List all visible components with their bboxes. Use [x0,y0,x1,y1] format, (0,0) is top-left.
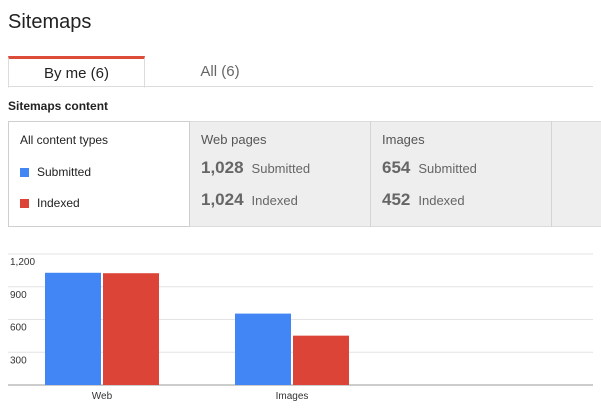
y-tick-label: 1,200 [10,257,35,268]
y-tick-label: 600 [10,323,27,334]
web-submitted-stat: 1,028 Submitted [201,158,310,178]
filter-web-pages[interactable]: Web pages 1,028 Submitted 1,024 Indexed [190,121,370,227]
filter-all-heading: All content types [20,133,109,147]
images-submitted-value: 654 [382,158,411,177]
web-indexed-label: Indexed [251,193,298,208]
images-submitted-stat: 654 Submitted [382,158,477,178]
legend-submitted: Submitted [20,165,91,179]
web-submitted-label: Submitted [251,161,311,176]
images-indexed-stat: 452 Indexed [382,190,465,210]
images-submitted-label: Submitted [418,161,477,176]
filter-images[interactable]: Images 654 Submitted 452 Indexed [371,121,551,227]
sitemaps-chart: 300 600 900 1,200 Web Images [8,240,601,411]
bar-submitted-web [45,272,101,385]
y-tick-label: 900 [10,290,27,301]
filter-divider [370,121,371,227]
bar-submitted-images [235,313,291,385]
filter-divider [551,121,552,227]
legend-indexed: Indexed [20,196,80,210]
filter-images-heading: Images [382,132,425,147]
tabs-divider [8,86,593,87]
bar-indexed-images [293,335,349,385]
section-title: Sitemaps content [8,99,109,113]
bar-indexed-web [103,273,159,385]
images-indexed-label: Indexed [418,193,465,208]
web-indexed-value: 1,024 [201,190,244,209]
tab-all[interactable]: All (6) [200,63,240,80]
indexed-swatch [20,198,29,208]
y-tick-label: 300 [10,355,27,366]
legend-indexed-label: Indexed [37,196,80,210]
x-tick-label: Web [92,391,113,402]
x-tick-label: Images [276,391,309,402]
page-title: Sitemaps [8,11,92,33]
images-indexed-value: 452 [382,190,411,209]
web-submitted-value: 1,028 [201,158,244,177]
filter-background [189,121,601,227]
legend-submitted-label: Submitted [37,165,92,179]
filter-all-content-types[interactable]: All content types Submitted Indexed [8,121,190,227]
content-type-filters: All content types Submitted Indexed Web … [8,121,601,227]
filter-web-heading: Web pages [201,132,267,147]
submitted-swatch [20,167,29,177]
tab-by-me[interactable]: By me (6) [8,56,145,88]
chart-canvas: 300 600 900 1,200 Web Images [8,253,593,402]
web-indexed-stat: 1,024 Indexed [201,190,298,210]
